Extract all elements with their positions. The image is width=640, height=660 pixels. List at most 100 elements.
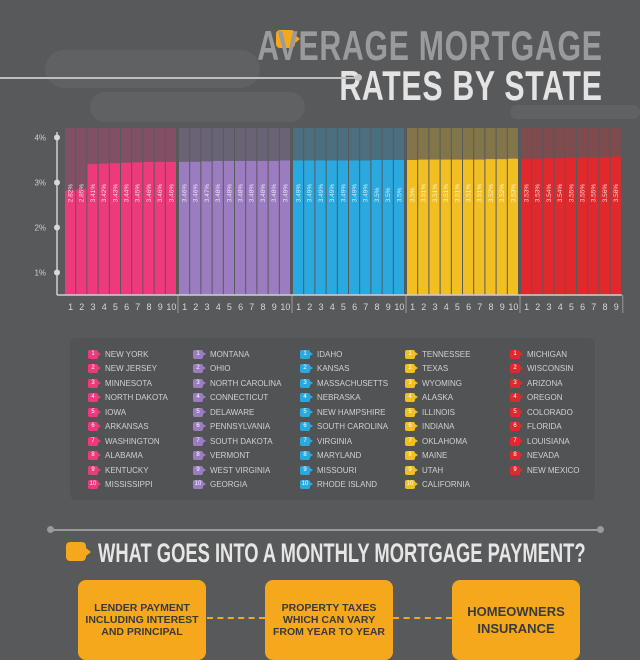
divider [0, 77, 358, 79]
legend-item: 6 SOUTH CAROLINA [300, 421, 388, 433]
bar-value-label: 3.45% [135, 184, 142, 203]
legend-item: 2 KANSAS [300, 363, 349, 375]
legend-item: 2 OHIO [193, 363, 230, 375]
bar-shadow [235, 128, 246, 161]
x-tick-label: 10 [280, 302, 290, 312]
x-tick-label: 7 [249, 302, 254, 312]
legend-number-badge: 9 [193, 465, 206, 475]
legend-number-badge: 1 [88, 349, 101, 359]
legend-item: 9 WEST VIRGINIA [193, 464, 270, 476]
bar [371, 160, 382, 295]
bar-value-label: 3.53% [510, 184, 517, 203]
y-tick-dot [54, 134, 60, 141]
legend-state-name: INDIANA [422, 422, 455, 431]
legend-number-badge: 1 [193, 349, 206, 359]
legend-state-name: VERMONT [210, 451, 250, 460]
bg-shape [510, 105, 640, 119]
legend-number-badge: 5 [88, 407, 101, 417]
bar [418, 159, 429, 295]
legend-state-name: MISSISSIPPI [105, 480, 153, 489]
payment-component-box: PROPERTY TAXES WHICH CAN VARY FROM YEAR … [265, 580, 393, 660]
x-tick-label: 5 [113, 302, 118, 312]
legend-number-badge: 3 [193, 378, 206, 388]
bar-value-label: 3.51% [466, 184, 473, 203]
y-tick-label: 3% [34, 179, 46, 188]
x-tick-label: 6 [124, 302, 129, 312]
legend-number-badge: 9 [405, 465, 418, 475]
x-tick-label: 1 [182, 302, 187, 312]
bar [235, 160, 246, 295]
legend-item: 4 CONNECTICUT [193, 392, 268, 404]
legend-number-badge: 3 [300, 378, 313, 388]
x-tick-label: 4 [444, 302, 449, 312]
legend-number-badge: 6 [300, 422, 313, 431]
x-tick-label: 7 [363, 302, 368, 312]
bar-value-label: 3.46% [168, 184, 175, 203]
x-tick-label: 5 [569, 302, 574, 312]
bar [212, 160, 223, 295]
legend-state-name: NEW HAMPSHIRE [317, 407, 386, 417]
payment-component-box: HOMEOWNERS INSURANCE [452, 580, 580, 660]
bar [610, 156, 621, 295]
bar [201, 161, 212, 295]
legend-number-badge: 8 [405, 451, 418, 460]
bar-shadow [132, 128, 143, 163]
bar-shadow [121, 128, 132, 163]
legend-item: 4 OREGON [510, 392, 563, 404]
bar [496, 159, 507, 295]
legend-item: 10 RHODE ISLAND [300, 479, 377, 491]
bar-shadow [268, 128, 279, 161]
connector [207, 617, 265, 619]
legend-state-name: CONNECTICUT [210, 393, 269, 402]
legend-number-badge: 9 [300, 465, 313, 475]
bar-shadow [349, 128, 360, 161]
x-tick-label: 10 [508, 302, 518, 312]
legend-state-name: WYOMING [422, 378, 462, 388]
legend-item: 3 MINNESOTA [88, 377, 152, 389]
bar-shadow [223, 128, 234, 161]
x-tick-label: 2 [307, 302, 312, 312]
bar [565, 157, 576, 295]
legend-number-badge: 10 [88, 480, 101, 489]
legend-item: 6 INDIANA [405, 421, 454, 433]
bar-shadow [304, 128, 315, 161]
legend-item: 8 VERMONT [193, 450, 250, 462]
legend-item: 8 MAINE [405, 450, 447, 462]
bar-shadow [212, 128, 223, 161]
y-tick-label: 1% [34, 269, 46, 278]
bar [349, 160, 360, 295]
bar [393, 160, 404, 295]
x-tick-label: 8 [488, 302, 493, 312]
legend-item: 3 WYOMING [405, 377, 462, 389]
legend-item: 8 MARYLAND [300, 450, 361, 462]
legend-state-name: NEBRASKA [317, 393, 361, 402]
legend-item: 7 LOUISIANA [510, 435, 570, 447]
bar [507, 158, 518, 295]
x-tick-label: 8 [602, 302, 607, 312]
x-tick-label: 4 [558, 302, 563, 312]
legend-state-name: COLORADO [527, 407, 573, 417]
legend-state-name: ILLINOIS [422, 407, 455, 417]
legend-number-badge: 6 [88, 422, 101, 431]
legend-number-badge: 10 [193, 480, 206, 489]
legend-state-name: MASSACHUSETTS [317, 378, 389, 388]
legend-state-name: MISSOURI [317, 465, 357, 475]
legend-number-badge: 4 [193, 393, 206, 402]
bar-value-label: 3.53% [535, 184, 542, 203]
bar-shadow [496, 128, 507, 160]
legend-state-name: KANSAS [317, 364, 350, 373]
legend-item: 2 NEW JERSEY [88, 363, 157, 375]
bar [246, 160, 257, 295]
bar-value-label: 2.82% [68, 184, 75, 203]
bar-value-label: 3.46% [182, 184, 189, 203]
bar [382, 160, 393, 295]
legend-state-name: NEW JERSEY [105, 364, 158, 373]
legend-state-name: NEW YORK [105, 349, 149, 359]
bar-value-label: 3.48% [271, 184, 278, 203]
x-tick-label: 6 [352, 302, 357, 312]
legend-item: 5 COLORADO [510, 406, 573, 418]
connector [393, 617, 452, 619]
x-tick-label: 4 [330, 302, 335, 312]
bar-value-label: 3.5% [385, 187, 392, 202]
x-tick-label: 6 [580, 302, 585, 312]
